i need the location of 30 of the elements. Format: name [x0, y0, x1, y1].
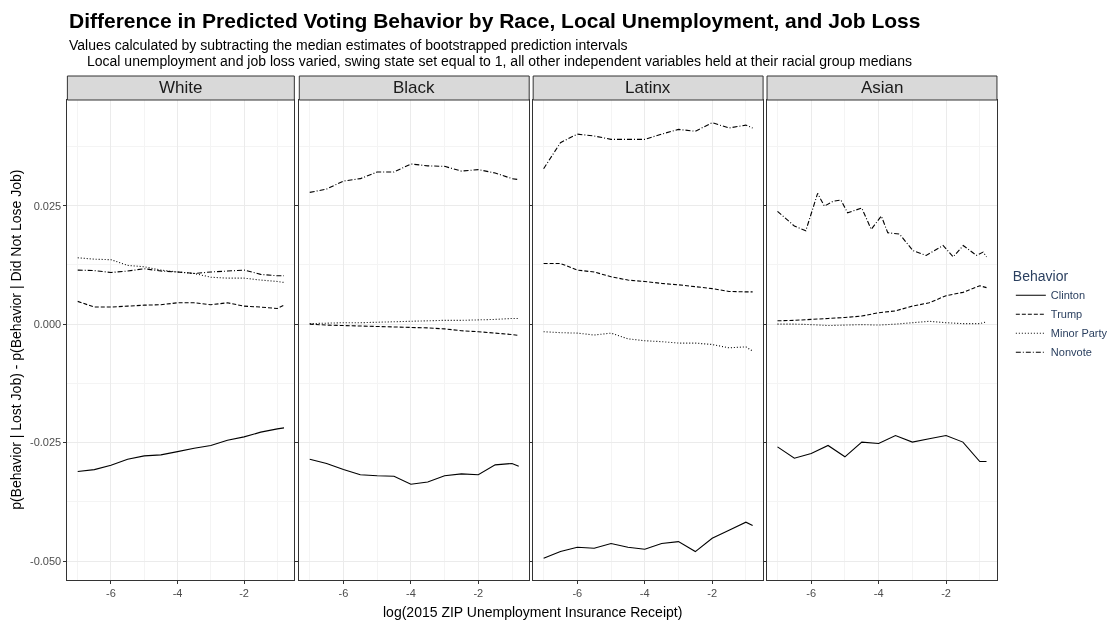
x-tick-label: -6 [806, 587, 817, 600]
chart-title: Black [393, 78, 436, 97]
chart-title: Latinx [625, 78, 671, 97]
x-tick-label: -2 [707, 587, 718, 600]
x-tick-label: -6 [106, 587, 116, 600]
legend-title: Behavior [1012, 267, 1069, 284]
legend-label: Clinton [1050, 289, 1086, 302]
x-tick-label: -2 [941, 587, 951, 600]
chart-title: White [159, 78, 203, 97]
text: Values calculated by subtracting the median estimates of bootstrapped prediction intervals [69, 37, 628, 53]
x-tick-label: -6 [572, 587, 583, 600]
text: log(2015 ZIP Unemployment Insurance Receipt) [383, 604, 683, 620]
x-tick-label: -4 [172, 587, 183, 600]
x-tick-label: -4 [405, 587, 416, 600]
x-tick-label: -2 [473, 587, 484, 600]
text: Local unemployment and job loss varied, swing state set equal to 1, all other independent variables held at their racial group medians [87, 53, 912, 69]
y-tick-label: 0.000 [33, 317, 62, 330]
x-tick-label: -2 [239, 587, 249, 600]
y-tick-label: -0.025 [29, 436, 62, 449]
legend-label: Minor Party [1050, 327, 1108, 340]
legend-label: Trump [1050, 308, 1083, 321]
x-tick-label: -4 [639, 587, 650, 600]
chart-title: Asian [861, 78, 904, 97]
x-tick-label: -4 [873, 587, 884, 600]
text: Difference in Predicted Voting Behavior by Race, Local Unemployment, and Job Loss [69, 9, 921, 32]
legend-label: Nonvote [1050, 346, 1092, 359]
y-tick-label: 0.025 [33, 199, 62, 212]
y-axis-title: p(Behavior | Lost Job) - p(Behavior | Did Not Lose Job) [7, 169, 24, 510]
y-tick-label: -0.050 [29, 554, 62, 567]
x-tick-label: -6 [338, 587, 349, 600]
